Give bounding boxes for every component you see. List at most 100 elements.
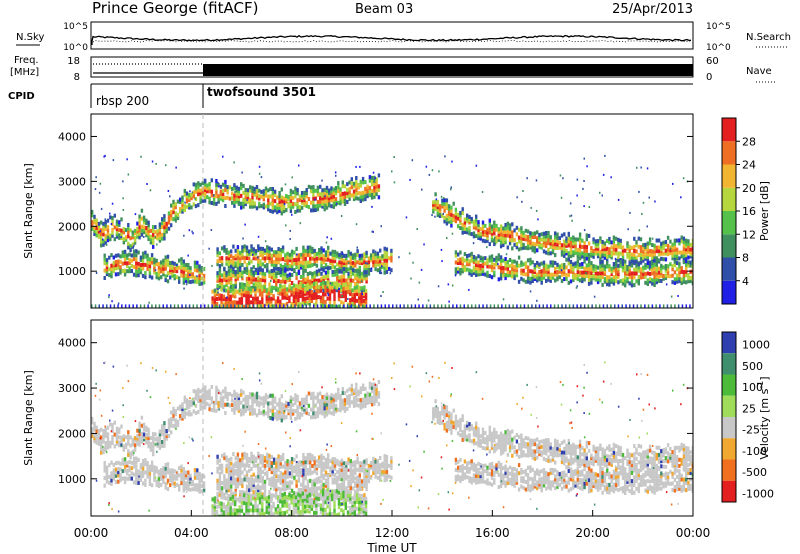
power-cell xyxy=(356,275,359,280)
power-cell xyxy=(302,268,305,273)
power-cell xyxy=(285,296,289,300)
velocity-cell xyxy=(141,481,145,486)
power-cell xyxy=(680,250,683,255)
velocity-cell xyxy=(97,436,101,441)
power-cell xyxy=(356,279,359,283)
power-cell xyxy=(248,273,251,278)
power-cell xyxy=(343,198,347,203)
power-cell xyxy=(234,264,237,269)
power-cell xyxy=(297,261,301,266)
velocity-cell xyxy=(367,475,371,480)
power-cell xyxy=(213,288,217,293)
power-cell xyxy=(325,192,329,197)
power-cell xyxy=(678,256,681,261)
velocity-cell xyxy=(309,467,312,472)
power-cell xyxy=(276,296,280,301)
power-cell xyxy=(192,304,195,308)
velocity-cell xyxy=(149,444,153,449)
velocity-cell xyxy=(263,463,267,468)
power-cell xyxy=(345,258,348,263)
power-cell xyxy=(100,232,103,236)
power-cell xyxy=(682,247,686,251)
power-cell xyxy=(633,271,636,276)
power-cell xyxy=(493,238,496,243)
power-cell xyxy=(624,271,627,276)
power-cell xyxy=(633,259,636,264)
power-cell xyxy=(457,212,460,217)
power-cell xyxy=(276,304,280,308)
power-cell xyxy=(197,181,200,186)
power-cell xyxy=(628,262,631,267)
velocity-cell xyxy=(314,411,317,416)
power-cell xyxy=(502,266,505,270)
velocity-cell xyxy=(321,397,324,402)
power-cell xyxy=(531,275,534,280)
velocity-cell xyxy=(161,440,164,444)
velocity-cell xyxy=(137,477,140,482)
power-cell xyxy=(302,264,305,269)
power-cell xyxy=(150,260,154,265)
power-cell xyxy=(184,201,186,204)
power-cell xyxy=(135,261,138,266)
velocity-cell xyxy=(129,435,132,440)
power-cell xyxy=(102,304,104,308)
power-cell xyxy=(331,258,334,263)
power-cell xyxy=(304,284,307,289)
velocity-cell xyxy=(278,412,281,417)
power-cell xyxy=(140,228,144,233)
power-cell xyxy=(265,296,268,301)
power-cell xyxy=(319,295,323,300)
velocity-cell xyxy=(269,393,272,398)
power-cell xyxy=(497,277,500,282)
power-cell xyxy=(380,272,383,275)
velocity-cell xyxy=(153,465,156,470)
velocity-cell xyxy=(170,417,173,422)
velocity-cell xyxy=(383,470,386,475)
power-cell xyxy=(364,288,368,293)
power-cell xyxy=(246,197,250,202)
velocity-cell xyxy=(182,470,185,475)
power-cell xyxy=(463,258,467,263)
velocity-cell xyxy=(166,470,170,475)
power-cell xyxy=(376,259,380,264)
velocity-cell xyxy=(172,413,175,418)
power-cell xyxy=(290,289,293,294)
velocity-cell xyxy=(251,395,254,400)
power-cell xyxy=(273,208,277,213)
velocity-cell xyxy=(194,393,198,398)
power-cell xyxy=(374,252,377,257)
power-cell xyxy=(488,230,491,235)
power-cell xyxy=(136,304,138,308)
velocity-cell xyxy=(219,396,223,401)
power-cell xyxy=(201,198,204,203)
velocity-cell xyxy=(363,459,366,464)
power-cell xyxy=(639,252,643,257)
power-cell xyxy=(170,216,173,221)
velocity-cell xyxy=(196,468,199,473)
power-cell xyxy=(596,244,600,249)
power-cell xyxy=(382,291,384,293)
power-cell xyxy=(578,278,582,283)
velocity-cell xyxy=(237,403,241,408)
power-cell xyxy=(306,291,309,296)
velocity-cell xyxy=(268,467,271,471)
velocity-cell xyxy=(138,425,141,430)
velocity-cell xyxy=(303,400,306,405)
power-cell xyxy=(508,258,512,262)
power-cell xyxy=(133,231,137,236)
power-cell xyxy=(129,244,132,249)
velocity-heatmap xyxy=(91,361,693,516)
ytick-label: 2000 xyxy=(58,220,86,233)
velocity-cell xyxy=(320,460,323,465)
power-cell xyxy=(504,257,507,261)
power-cell xyxy=(594,246,598,251)
velocity-cell xyxy=(261,469,264,474)
power-cell xyxy=(141,259,145,263)
velocity-cell xyxy=(313,458,316,463)
power-cell xyxy=(109,212,111,215)
power-cell xyxy=(412,261,414,264)
power-cell xyxy=(351,263,355,268)
power-cell xyxy=(294,304,296,308)
velocity-cell xyxy=(365,461,368,466)
power-cell xyxy=(360,253,364,258)
